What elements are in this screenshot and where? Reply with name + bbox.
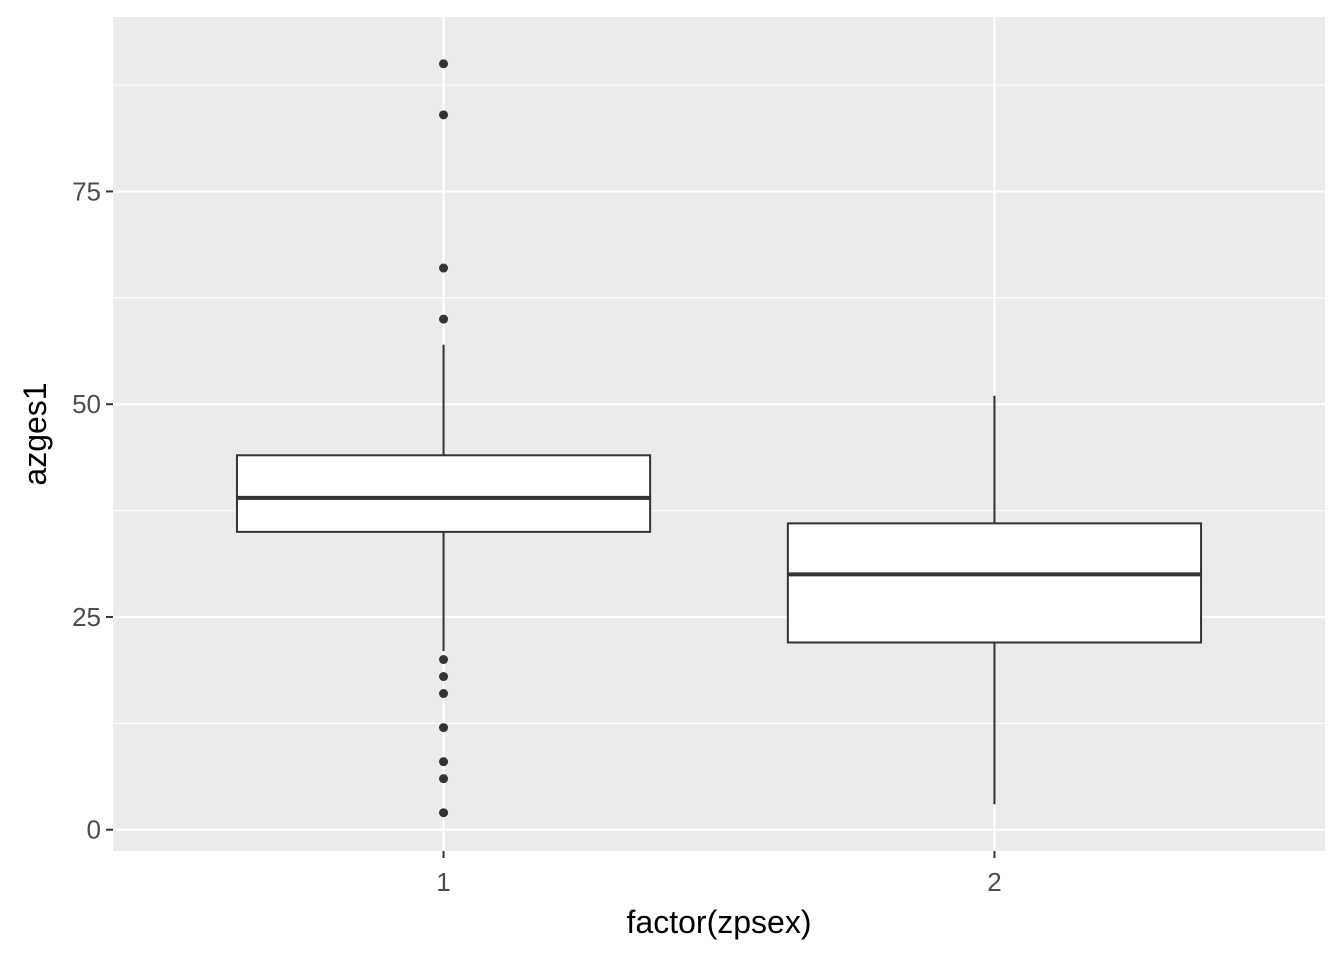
box-layer [235, 59, 1203, 818]
x-tick-label: 2 [987, 867, 1001, 897]
y-axis: 0 25 50 75 [72, 176, 113, 845]
y-tick-label: 0 [87, 815, 101, 845]
y-tick-label: 25 [72, 602, 101, 632]
box-group-1 [235, 59, 652, 818]
outlier-point [439, 689, 449, 699]
x-tick-label: 1 [436, 867, 450, 897]
box-group-2 [786, 395, 1203, 805]
outlier-point [439, 672, 449, 682]
outlier-point [439, 110, 449, 120]
outlier-point [439, 314, 449, 324]
outlier-point [439, 723, 449, 733]
outlier-point [439, 757, 449, 767]
y-tick-label: 50 [72, 389, 101, 419]
y-axis-title: azges1 [17, 382, 53, 485]
y-tick-label: 75 [72, 176, 101, 206]
x-axis-title: factor(zpsex) [627, 904, 812, 940]
outlier-point [439, 808, 449, 818]
iqr-box [235, 454, 652, 533]
plot-panel [113, 17, 1325, 851]
outlier-point [439, 774, 449, 784]
iqr-box [786, 522, 1203, 644]
outlier-point [439, 655, 449, 665]
outlier-point [439, 59, 449, 69]
outlier-point [439, 263, 449, 273]
